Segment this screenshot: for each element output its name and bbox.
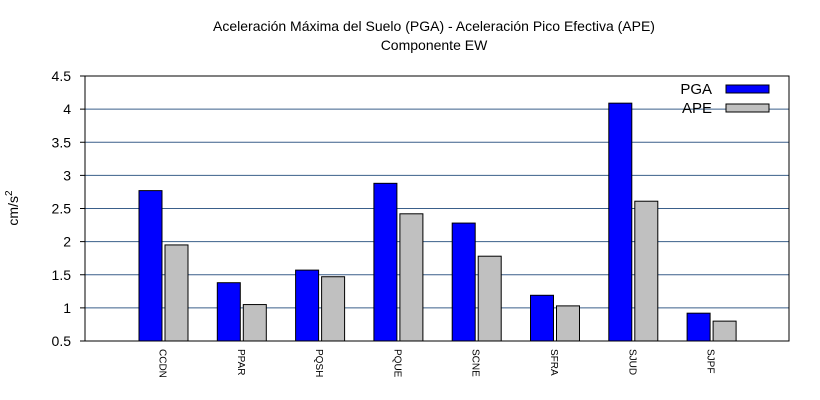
bar-ape-pque <box>399 213 424 342</box>
y-axis-ticks: 0.5 1 1.5 2 2.5 3 3.5 4 4.5 <box>52 68 85 349</box>
bar-ape-ccdn <box>164 244 189 342</box>
y-tick-label: 0.5 <box>52 333 72 349</box>
x-axis-ticks: CCDN PPAR PQSH PQUE SCNE SFRA SJUD SJPF <box>157 349 716 378</box>
bar-pga-ccdn <box>138 190 163 342</box>
bar-pga-sjpf <box>686 312 711 342</box>
y-tick-label: 4.5 <box>52 68 72 84</box>
x-tick-label: SFRA <box>548 349 559 376</box>
legend-swatch-pga <box>725 84 770 94</box>
bar-ape-scne <box>477 255 502 342</box>
y-tick-label: 3 <box>63 167 71 183</box>
bar-ape-ppar <box>242 304 267 342</box>
y-axis-label: cm/s2 <box>4 190 21 226</box>
legend: PGA APE <box>680 81 770 117</box>
y-tick-label: 2.5 <box>52 201 72 217</box>
bar-pga-pque <box>373 182 398 342</box>
x-tick-label: PQUE <box>391 349 402 378</box>
chart-subtitle: Componente EW <box>381 37 488 53</box>
y-axis-label-exponent: 2 <box>4 190 15 196</box>
chart-title-group: Aceleración Máxima del Suelo (PGA) - Ace… <box>213 18 655 53</box>
bar-pga-scne <box>451 222 476 342</box>
bar-pga-sjud <box>608 102 633 342</box>
x-tick-label: CCDN <box>157 349 168 378</box>
y-tick-label: 3.5 <box>52 134 72 150</box>
x-tick-label: PQSH <box>313 349 324 377</box>
x-tick-label: PPAR <box>235 349 246 376</box>
bar-ape-sjpf <box>712 320 737 342</box>
x-tick-label: SCNE <box>470 349 481 377</box>
bars <box>138 102 737 342</box>
y-tick-label: 1 <box>63 300 71 316</box>
bar-ape-pqsh <box>321 276 346 342</box>
legend-swatch-ape <box>725 103 770 113</box>
bar-pga-ppar <box>216 282 241 342</box>
x-tick-label: SJPF <box>705 349 716 373</box>
chart-title: Aceleración Máxima del Suelo (PGA) - Ace… <box>213 18 655 34</box>
bar-pga-pqsh <box>295 269 320 342</box>
x-tick-label: SJUD <box>626 349 637 375</box>
y-tick-label: 4 <box>63 101 71 117</box>
y-axis-label-unit: cm/s <box>5 196 21 226</box>
legend-label-pga: PGA <box>680 81 712 98</box>
bar-ape-sjud <box>634 200 659 342</box>
y-tick-label: 1.5 <box>52 267 72 283</box>
y-tick-label: 2 <box>63 234 71 250</box>
legend-label-ape: APE <box>682 100 712 117</box>
bar-pga-sfra <box>530 294 554 342</box>
gridlines <box>85 108 789 309</box>
bar-ape-sfra <box>556 305 580 342</box>
